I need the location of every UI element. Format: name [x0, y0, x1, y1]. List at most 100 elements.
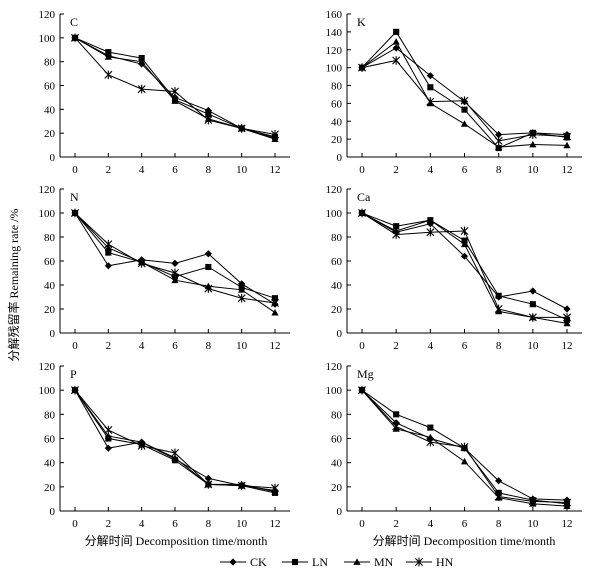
data-point-mn — [104, 53, 112, 60]
y-tick-label: 100 — [326, 63, 343, 75]
data-point-hn — [71, 33, 79, 43]
panel-c: 0 20 40 60 80 100 120 0 2 4 6 8 10 12 C — [39, 9, 290, 176]
data-point-hn — [104, 239, 113, 249]
data-point-ln — [427, 84, 434, 91]
y-tick-label: 20 — [331, 304, 343, 316]
y-tick-label: 40 — [44, 104, 56, 116]
x-tick-label: 2 — [106, 340, 112, 352]
data-point-ck — [171, 259, 179, 267]
y-tick-label: 80 — [331, 232, 343, 244]
data-point-ck — [204, 474, 212, 482]
data-point-mn — [271, 309, 279, 316]
y-tick-label: 100 — [39, 208, 56, 220]
x-tick-label: 8 — [206, 164, 212, 176]
data-point-mn — [238, 286, 246, 293]
data-point-mn — [426, 433, 434, 441]
data-point-ck — [204, 250, 212, 258]
y-tick-label: 0 — [50, 506, 56, 518]
x-tick-label: 8 — [496, 518, 502, 530]
legend-item-mn: MN — [344, 555, 394, 569]
y-tick-label: 120 — [326, 45, 343, 57]
data-point-hn — [204, 115, 213, 125]
panel-ca: 0 20 40 60 80 100 120 0 2 4 6 8 10 12 Ca — [326, 184, 582, 352]
x-tick-label: 8 — [206, 340, 212, 352]
data-point-hn — [237, 481, 246, 490]
data-point-hn — [171, 268, 179, 278]
data-point-hn — [271, 298, 279, 308]
x-tick-label: 6 — [172, 340, 178, 352]
y-tick-label: 120 — [39, 9, 56, 21]
legend-label: MN — [374, 555, 394, 569]
x-tick-label: 4 — [428, 518, 434, 530]
panel-label: Mg — [357, 367, 374, 381]
series-hn — [358, 385, 571, 507]
y-tick-label: 160 — [326, 9, 343, 21]
legend: CK LN MN HN — [220, 555, 454, 569]
x-tick-label: 2 — [106, 164, 112, 176]
x-tick-label: 4 — [428, 164, 434, 176]
y-tick-label: 20 — [44, 304, 56, 316]
data-point-hn — [426, 97, 435, 106]
y-tick-label: 60 — [44, 81, 56, 93]
data-point-hn — [358, 63, 366, 72]
data-point-mn — [392, 38, 400, 45]
panel-n: 0 20 40 60 80 100 120 0 2 4 6 8 10 12 N — [39, 184, 290, 352]
x-tick-label: 4 — [139, 340, 145, 352]
data-point-hn — [358, 208, 366, 218]
data-point-hn — [494, 136, 503, 146]
data-point-ln — [427, 424, 434, 431]
y-tick-label: 40 — [44, 458, 56, 470]
panel-label: P — [70, 367, 77, 381]
data-point-ln — [393, 223, 400, 230]
y-tick-label: 60 — [331, 434, 343, 446]
legend-item-ln: LN — [282, 555, 328, 569]
data-point-hn — [392, 230, 401, 239]
y-tick-label: 80 — [44, 409, 56, 421]
x-tick-label: 0 — [359, 340, 365, 352]
data-point-hn — [171, 448, 179, 458]
data-point-hn — [358, 385, 366, 395]
y-tick-label: 0 — [50, 328, 56, 340]
series-hn — [71, 33, 279, 139]
data-point-hn — [494, 304, 503, 314]
data-point-ck — [392, 44, 400, 52]
legend-marker-ck — [229, 558, 237, 566]
data-point-hn — [104, 70, 113, 80]
x-axis-label-right: 分解时间 Decomposition time/month — [373, 534, 556, 548]
series-ck — [71, 386, 279, 495]
y-tick-label: 60 — [44, 256, 56, 268]
data-point-hn — [137, 441, 146, 451]
x-tick-label: 0 — [72, 164, 78, 176]
data-point-hn — [392, 422, 401, 431]
data-point-mn — [171, 276, 179, 284]
data-point-ck — [563, 305, 571, 313]
y-tick-label: 40 — [331, 458, 343, 470]
data-point-ln — [205, 111, 212, 118]
data-point-ck — [426, 72, 434, 80]
data-point-hn — [426, 437, 435, 447]
x-axis-label-left: 分解时间 Decomposition time/month — [85, 534, 268, 548]
data-point-hn — [563, 498, 571, 507]
legend-label: LN — [312, 555, 328, 569]
data-point-hn — [71, 208, 79, 218]
y-tick-label: 80 — [331, 409, 343, 421]
y-tick-label: 40 — [44, 280, 56, 292]
data-point-hn — [528, 130, 537, 139]
series-ck — [71, 209, 279, 308]
legend-label: CK — [250, 555, 267, 569]
x-tick-label: 8 — [206, 518, 212, 530]
y-tick-label: 120 — [39, 361, 56, 373]
x-tick-label: 10 — [236, 340, 248, 352]
data-point-mn — [171, 454, 179, 461]
x-tick-label: 10 — [527, 164, 539, 176]
data-point-mn — [529, 140, 537, 148]
data-point-ln — [205, 263, 212, 271]
data-point-mn — [563, 319, 571, 327]
x-tick-label: 12 — [270, 518, 281, 530]
x-tick-label: 0 — [359, 164, 365, 176]
data-point-hn — [528, 497, 537, 506]
y-tick-label: 60 — [44, 434, 56, 446]
panel-mg: 0 20 40 60 80 100 120 0 2 4 6 8 10 12 Mg — [326, 361, 582, 530]
legend-marker-mn — [353, 558, 361, 565]
